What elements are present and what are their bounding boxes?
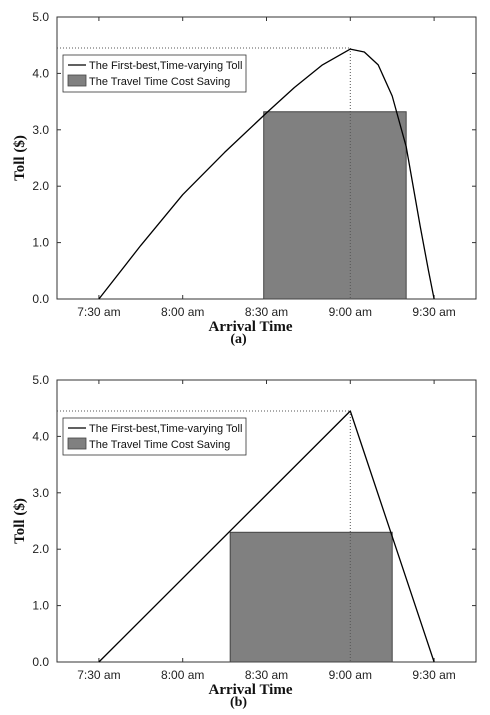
y-tick-label: 0.0 (32, 292, 49, 306)
x-tick-label: 8:30 am (245, 305, 288, 319)
x-axis-label: Arrival Time (208, 682, 292, 698)
y-axis-label: Toll ($) (12, 135, 28, 181)
x-tick-label: 7:30 am (77, 305, 120, 319)
x-tick-label: 9:30 am (412, 668, 455, 682)
x-tick-label: 9:00 am (329, 305, 372, 319)
legend: The First-best,Time-varying Toll The Trav… (62, 54, 247, 93)
legend-shade-swatch (67, 437, 87, 450)
toll-series-line (98, 48, 435, 300)
x-axis-label: Arrival Time (208, 319, 292, 335)
y-tick-label: 4.0 (32, 66, 49, 80)
x-tick-label: 8:00 am (161, 668, 204, 682)
chart-panel-b: 0.0 1.0 2.0 3.0 4.0 5.0 7:30 am 8:00 am 8:30 am 9… (12, 373, 477, 710)
legend-label-saving: The Travel Time Cost Saving (89, 76, 230, 88)
legend-label-saving: The Travel Time Cost Saving (89, 439, 230, 451)
y-tick-label: 0.0 (32, 655, 49, 669)
y-tick-label: 2.0 (32, 179, 49, 193)
y-tick-label: 3.0 (32, 486, 49, 500)
y-tick-label: 1.0 (32, 599, 49, 613)
panel-label: (b) (230, 695, 247, 710)
x-tick-label: 8:30 am (245, 668, 288, 682)
y-tick-label: 4.0 (32, 429, 49, 443)
panel-label: (a) (230, 332, 247, 347)
legend-shade-swatch (67, 74, 87, 87)
x-tick-label: 9:30 am (412, 305, 455, 319)
legend-label-toll: The First-best,Time-varying Toll (89, 60, 242, 72)
y-axis-label: Toll ($) (12, 498, 28, 544)
toll-series-line (98, 410, 435, 663)
y-tick-label: 1.0 (32, 236, 49, 250)
y-tick-label: 3.0 (32, 123, 49, 137)
y-tick-label: 5.0 (32, 10, 49, 24)
x-tick-label: 8:00 am (161, 305, 204, 319)
legend-box (62, 54, 247, 93)
legend-label-toll: The First-best,Time-varying Toll (89, 423, 242, 435)
x-tick-label: 9:00 am (329, 668, 372, 682)
travel-time-cost-saving-area (229, 531, 393, 663)
legend-box (62, 417, 247, 456)
y-tick-label: 5.0 (32, 373, 49, 387)
travel-time-cost-saving-area (263, 111, 407, 300)
legend: The First-best,Time-varying Toll The Trav… (62, 417, 247, 456)
y-tick-label: 2.0 (32, 542, 49, 556)
x-tick-label: 7:30 am (77, 668, 120, 682)
chart-panel-a: 0.0 1.0 2.0 3.0 4.0 5.0 7:30 am 8:00 am 8:30 am 9… (12, 10, 477, 347)
